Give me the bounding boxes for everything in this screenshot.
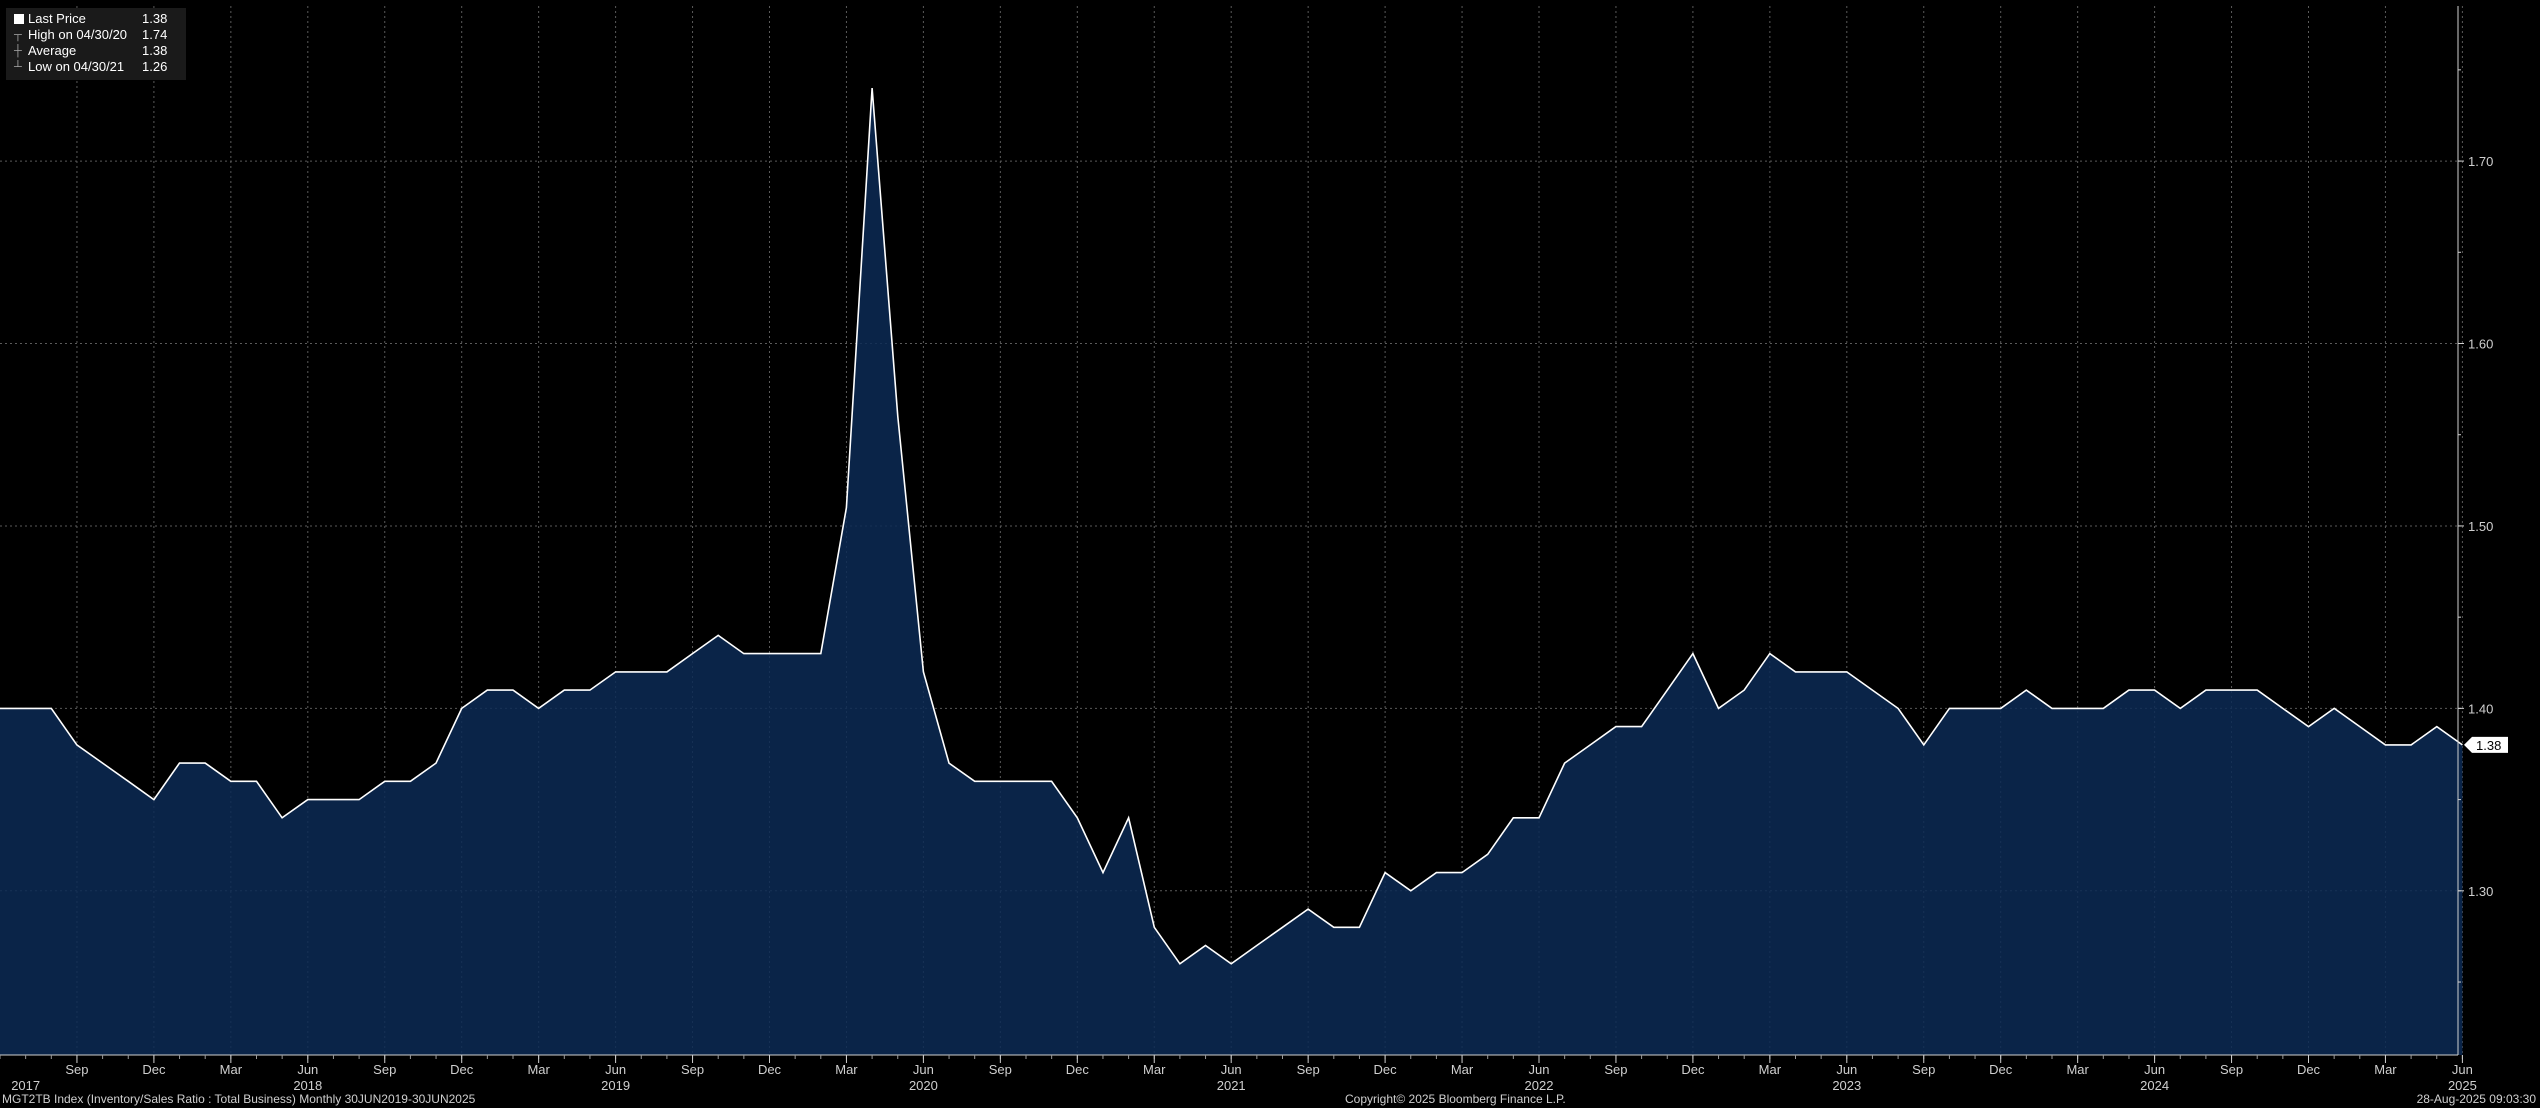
x-tick-label: Dec — [1989, 1062, 2013, 1077]
x-tick-label: Dec — [450, 1062, 474, 1077]
footer-copyright: Copyright© 2025 Bloomberg Finance L.P. — [1345, 1092, 1566, 1106]
legend-label: Average — [28, 43, 77, 58]
x-tick-label: Jun — [605, 1062, 626, 1077]
x-tick-label: Jun — [1221, 1062, 1242, 1077]
legend-item-low: ┴ Low on 04/30/21 1.26 — [14, 59, 178, 75]
last-value-label: 1.38 — [2476, 738, 2501, 753]
x-tick-label: Sep — [2220, 1062, 2243, 1077]
x-tick-label: Jun — [2144, 1062, 2165, 1077]
last-value-box — [2472, 736, 2508, 753]
footer-security-description: MGT2TB Index (Inventory/Sales Ratio : To… — [2, 1092, 476, 1106]
y-tick-label: 1.60 — [2468, 337, 2493, 352]
x-year-label: 2023 — [1832, 1078, 1861, 1093]
x-tick-label: Mar — [2374, 1062, 2397, 1077]
x-tick-label: Jun — [297, 1062, 318, 1077]
x-tick-label: Jun — [913, 1062, 934, 1077]
legend-label: High on 04/30/20 — [28, 27, 128, 42]
legend-item-high: ┬ High on 04/30/20 1.74 — [14, 27, 178, 43]
last-value-pointer — [2464, 736, 2472, 753]
x-tick-label: Sep — [1297, 1062, 1320, 1077]
x-tick-label: Dec — [142, 1062, 166, 1077]
x-tick-label: Mar — [1759, 1062, 1782, 1077]
footer-timestamp: 28-Aug-2025 09:03:30 — [2416, 1092, 2536, 1106]
x-year-label: 2024 — [2140, 1078, 2169, 1093]
x-year-label: 2025 — [2448, 1078, 2477, 1093]
x-year-label: 2021 — [1217, 1078, 1246, 1093]
legend-value: 1.38 — [142, 11, 168, 26]
x-year-label: 2017 — [11, 1078, 40, 1093]
last-price-swatch-icon — [14, 14, 24, 24]
legend-value: 1.74 — [142, 27, 168, 42]
x-tick-label: Sep — [1912, 1062, 1935, 1077]
x-tick-label: Sep — [65, 1062, 88, 1077]
x-year-label: 2022 — [1525, 1078, 1554, 1093]
x-year-label: 2020 — [909, 1078, 938, 1093]
x-tick-label: Sep — [373, 1062, 396, 1077]
y-tick-label: 1.40 — [2468, 701, 2493, 716]
x-tick-label: Mar — [835, 1062, 858, 1077]
x-tick-label: Mar — [2066, 1062, 2089, 1077]
legend-label: Last Price — [28, 11, 86, 26]
low-marker-icon: ┴ — [14, 61, 22, 73]
series-line — [0, 88, 2463, 965]
y-tick-label: 1.50 — [2468, 519, 2493, 534]
legend: Last Price 1.38 ┬ High on 04/30/20 1.74 … — [6, 8, 186, 80]
x-tick-label: Mar — [527, 1062, 550, 1077]
x-tick-label: Dec — [1374, 1062, 1398, 1077]
x-tick-label: Mar — [1143, 1062, 1166, 1077]
x-tick-label: Dec — [1066, 1062, 1090, 1077]
x-tick-label: Sep — [681, 1062, 704, 1077]
y-tick-label: 1.30 — [2468, 884, 2493, 899]
x-tick-label: Sep — [1604, 1062, 1627, 1077]
x-tick-label: Dec — [1681, 1062, 1705, 1077]
x-tick-label: Jun — [1529, 1062, 1550, 1077]
average-marker-icon: ┼ — [14, 45, 22, 57]
x-tick-label: Jun — [2452, 1062, 2473, 1077]
x-tick-label: Mar — [1451, 1062, 1474, 1077]
legend-item-average: ┼ Average 1.38 — [14, 43, 178, 59]
legend-value: 1.38 — [142, 43, 168, 58]
legend-label: Low on 04/30/21 — [28, 59, 125, 74]
legend-value: 1.26 — [142, 59, 168, 74]
x-tick-label: Dec — [758, 1062, 782, 1077]
x-tick-label: Sep — [989, 1062, 1012, 1077]
x-tick-label: Jun — [1836, 1062, 1857, 1077]
x-tick-label: Dec — [2297, 1062, 2321, 1077]
x-year-label: 2018 — [293, 1078, 322, 1093]
y-tick-label: 1.70 — [2468, 154, 2493, 169]
x-year-label: 2019 — [601, 1078, 630, 1093]
high-marker-icon: ┬ — [14, 29, 22, 41]
x-tick-label: Mar — [220, 1062, 243, 1077]
series-area — [0, 88, 2463, 1056]
legend-item-last-price: Last Price 1.38 — [14, 11, 178, 27]
